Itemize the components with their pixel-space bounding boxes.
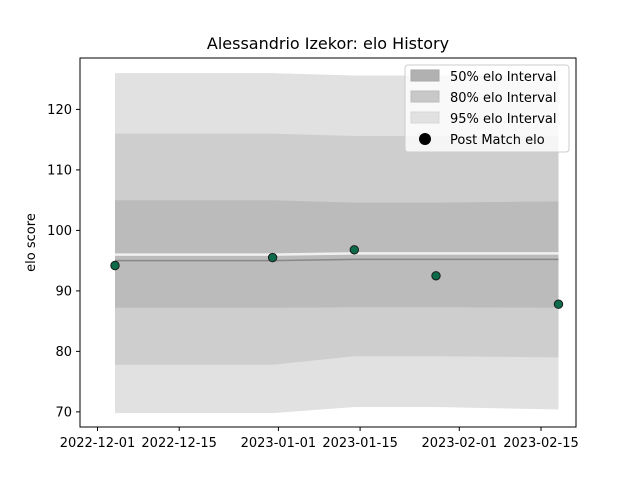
y-tick-label: 70	[55, 405, 72, 420]
y-tick-label: 100	[47, 224, 72, 239]
post-match-point	[553, 299, 564, 309]
x-tick-label: 2023-01-15	[322, 436, 398, 451]
y-axis-label: elo score	[24, 213, 39, 272]
legend: 50% elo Interval 80% elo Interval 95% el…	[404, 64, 570, 153]
post-match-point	[267, 252, 278, 263]
y-axis-ticks: 70 80 90 100 110 120	[47, 103, 80, 420]
y-tick-label: 80	[55, 345, 72, 360]
upper-edge-line	[115, 252, 559, 256]
post-match-point	[431, 271, 441, 281]
x-tick-label: 2022-12-15	[141, 436, 217, 451]
x-tick-label: 2022-12-01	[60, 436, 136, 451]
legend-swatch-95	[410, 111, 440, 124]
plot-frame	[79, 57, 577, 428]
x-tick-label: 2023-02-01	[422, 436, 498, 451]
legend-box	[404, 64, 570, 153]
y-tick-label: 110	[47, 163, 72, 178]
mean-elo-line	[115, 258, 559, 262]
legend-label-50: 50% elo Interval	[450, 70, 557, 85]
post-match-points	[110, 245, 564, 309]
post-match-point	[110, 260, 120, 271]
x-tick-label: 2023-01-01	[241, 436, 317, 451]
y-tick-label: 90	[55, 284, 72, 299]
chart-title: Alessandrio Izekor: elo History	[207, 34, 449, 53]
legend-label-post-match: Post Match elo	[450, 133, 545, 148]
legend-label-95: 95% elo Interval	[450, 112, 557, 127]
x-tick-label: 2023-02-15	[503, 436, 579, 451]
interval-bands	[115, 73, 559, 414]
x-axis-ticks: 2022-12-01 2022-12-15 2023-01-01 2023-01-15…	[60, 427, 579, 451]
y-tick-label: 120	[47, 103, 72, 118]
legend-label-80: 80% elo Interval	[450, 91, 557, 106]
legend-marker-post-match	[419, 133, 431, 145]
legend-swatch-50	[410, 69, 440, 82]
legend-swatch-80	[410, 90, 440, 103]
post-match-point	[349, 245, 359, 255]
